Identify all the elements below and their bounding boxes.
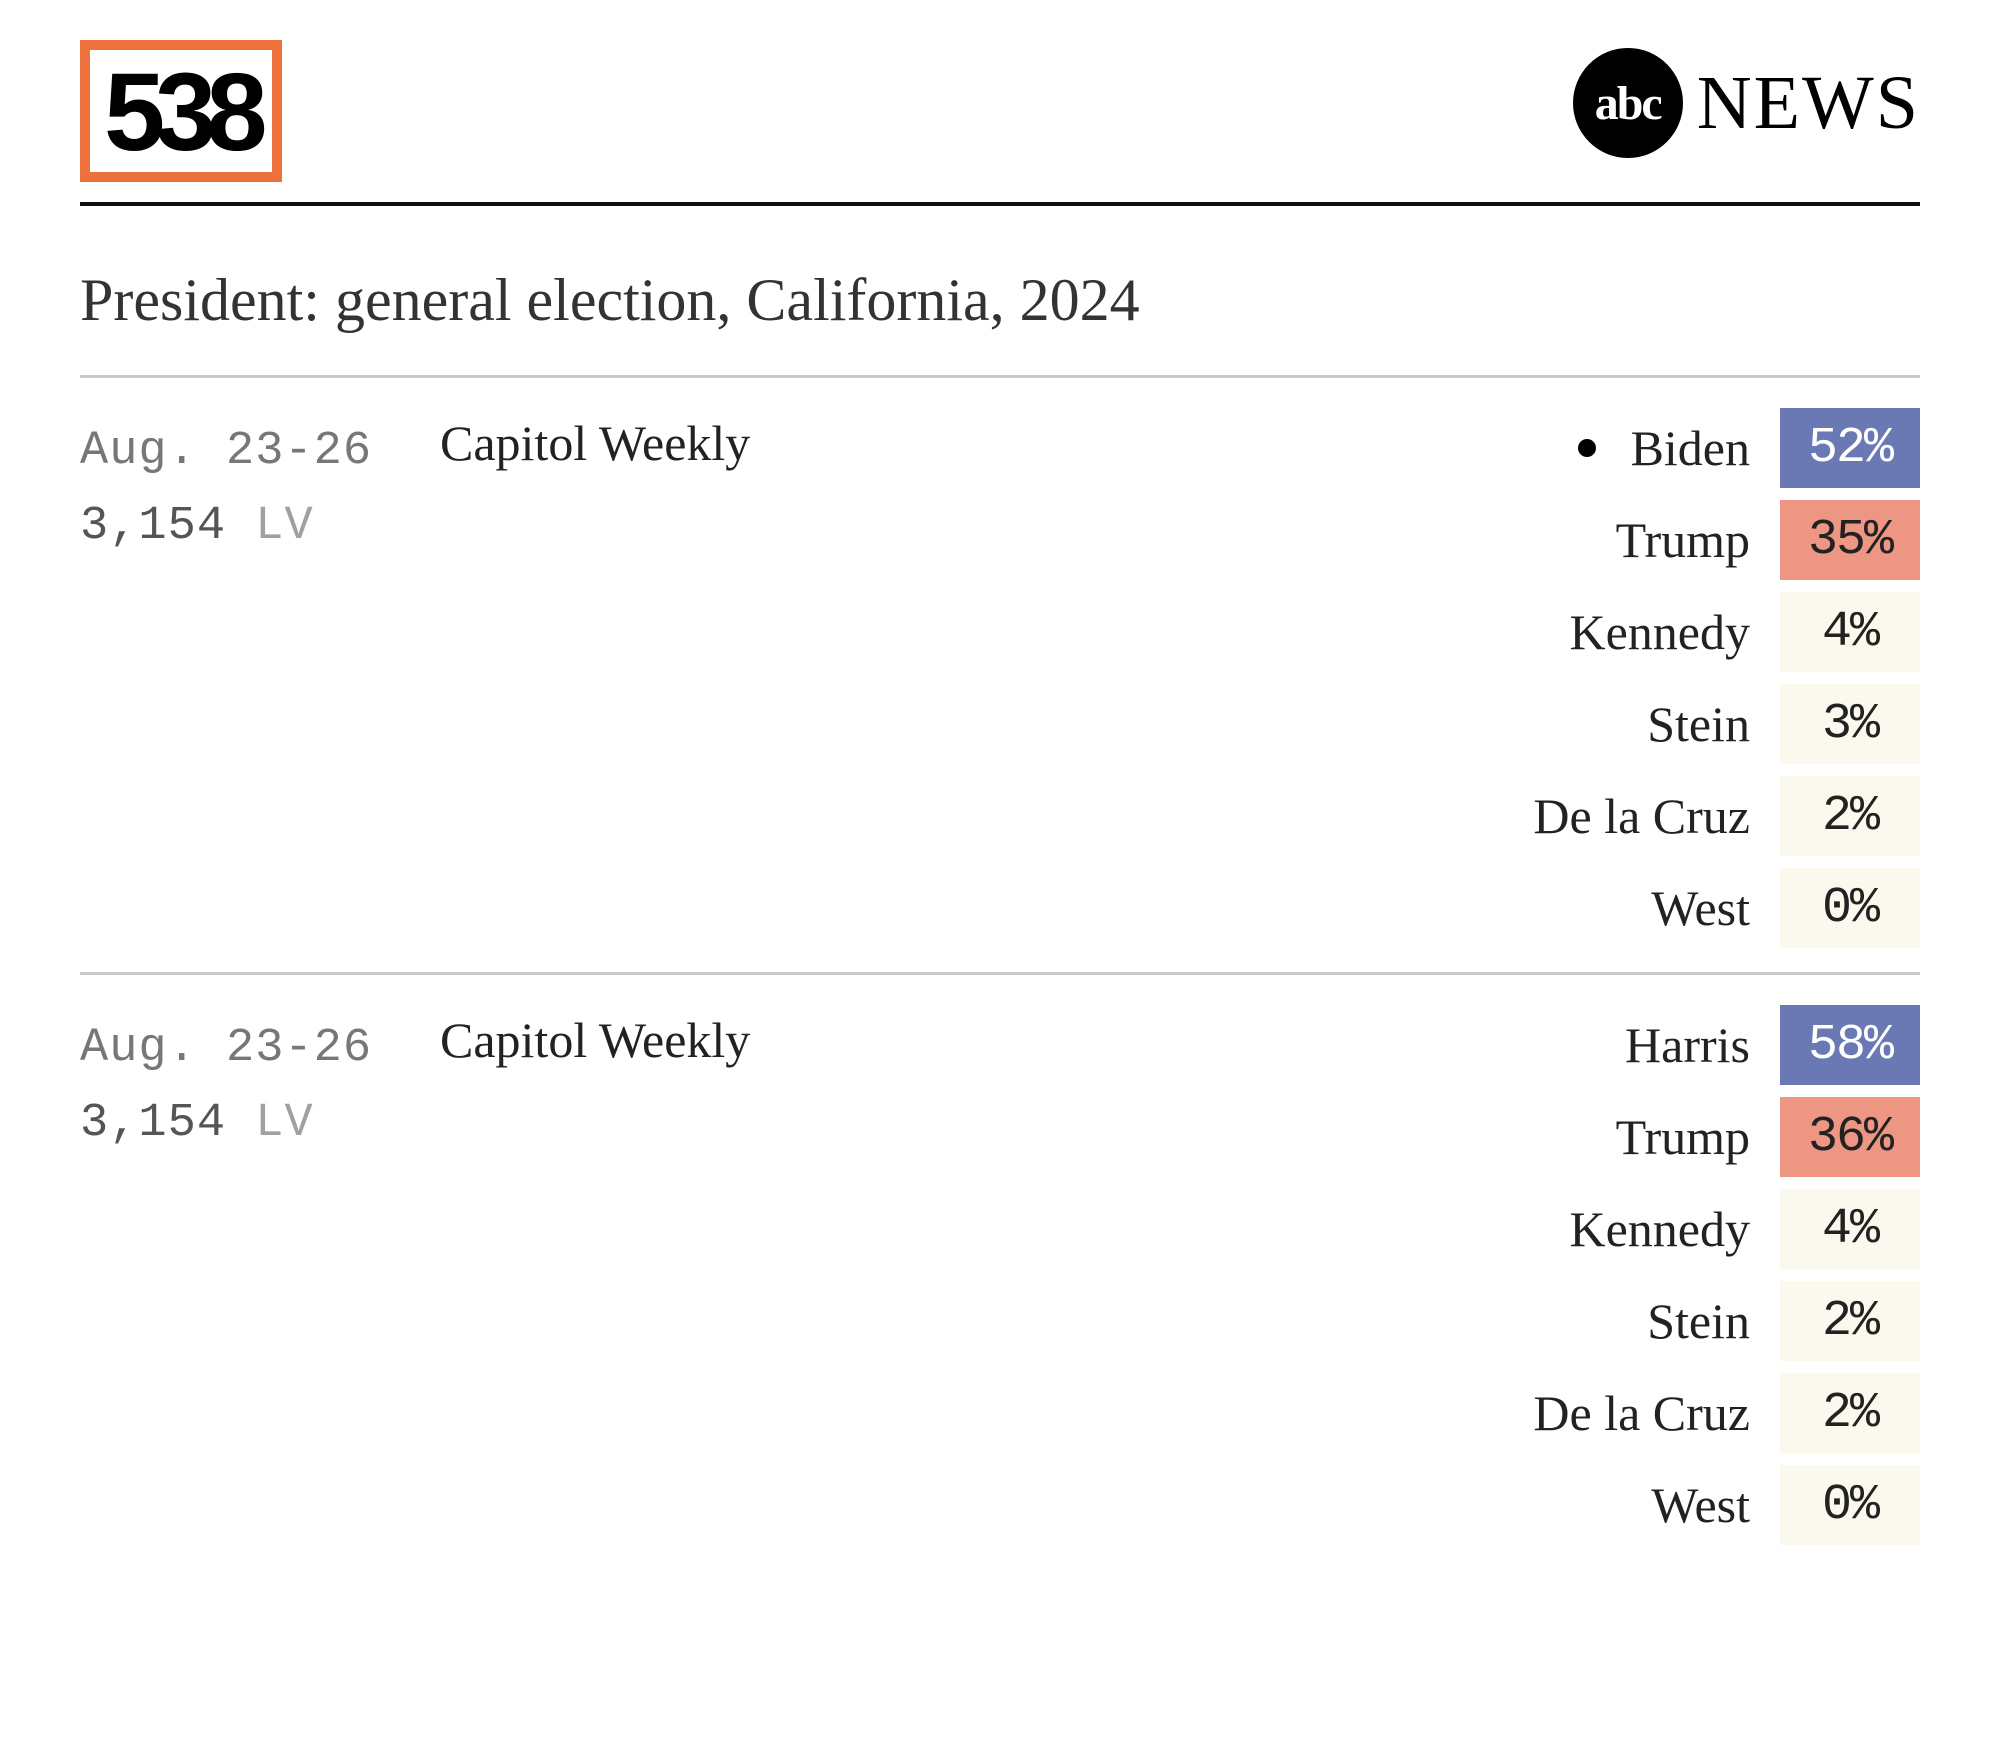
candidate-pct: 35% xyxy=(1780,500,1920,580)
leader-dot-slot xyxy=(1552,500,1592,580)
leader-dot-slot xyxy=(1469,1373,1509,1453)
poll-results: Harris58%Trump36%Kennedy4%Stein2%De la C… xyxy=(1000,1005,1920,1569)
leader-dot-slot xyxy=(1587,1465,1627,1545)
candidate-name: Kennedy xyxy=(1570,592,1757,672)
candidate-name: Harris xyxy=(1625,1005,1756,1085)
candidate-row: Kennedy 4% xyxy=(1000,1189,1920,1269)
candidate-pct: 0% xyxy=(1780,1465,1920,1545)
candidate-name: Kennedy xyxy=(1570,1189,1757,1269)
poll-meta: Aug. 23-263,154 LV xyxy=(80,1005,440,1569)
candidate-pct: 2% xyxy=(1780,1373,1920,1453)
candidate-row: De la Cruz 2% xyxy=(1000,776,1920,856)
poll-row: Aug. 23-263,154 LVCapitol WeeklyHarris58… xyxy=(80,975,1920,1569)
candidate-row: Trump 35% xyxy=(1000,500,1920,580)
candidate-row: Biden 52% xyxy=(1000,408,1920,488)
page-root: 538 abc NEWS President: general election… xyxy=(0,0,2000,1757)
candidate-pct: 58% xyxy=(1780,1005,1920,1085)
candidate-name: De la Cruz xyxy=(1533,776,1756,856)
candidate-name: West xyxy=(1651,868,1756,948)
leader-dot-slot xyxy=(1587,868,1627,948)
poll-sample-type: LV xyxy=(226,500,314,553)
poll-row: Aug. 23-263,154 LVCapitol WeeklyBiden52%… xyxy=(80,378,1920,975)
candidate-row: West 0% xyxy=(1000,868,1920,948)
leader-dot-slot xyxy=(1506,592,1546,672)
abc-circle-icon: abc xyxy=(1573,48,1683,158)
candidate-name: Trump xyxy=(1616,500,1756,580)
leader-dot-slot xyxy=(1583,1281,1623,1361)
candidate-row: Kennedy 4% xyxy=(1000,592,1920,672)
leader-dot-icon xyxy=(1578,439,1596,457)
poll-results: Biden 52% Trump 35% Kennedy 4% Stein 3% De la Cr… xyxy=(1000,408,1920,972)
leader-dot-slot xyxy=(1561,1005,1601,1085)
candidate-pct: 2% xyxy=(1780,1281,1920,1361)
candidate-row: Harris 58% xyxy=(1000,1005,1920,1085)
candidate-name: Stein xyxy=(1647,684,1756,764)
candidate-name: Biden xyxy=(1631,408,1756,488)
leader-dot-slot xyxy=(1469,776,1509,856)
leader-dot-slot xyxy=(1552,1097,1592,1177)
abc-news-logo[interactable]: abc NEWS xyxy=(1573,48,1920,182)
pollster-name[interactable]: Capitol Weekly xyxy=(440,1005,1000,1569)
candidate-name: De la Cruz xyxy=(1533,1373,1756,1453)
candidate-pct: 52% xyxy=(1780,408,1920,488)
poll-meta: Aug. 23-263,154 LV xyxy=(80,408,440,972)
poll-sample-type: LV xyxy=(226,1097,314,1150)
header-bar: 538 abc NEWS xyxy=(80,40,1920,206)
poll-sample-n: 3,154 xyxy=(80,500,226,553)
pollster-name[interactable]: Capitol Weekly xyxy=(440,408,1000,972)
candidate-row: West 0% xyxy=(1000,1465,1920,1545)
candidate-pct: 2% xyxy=(1780,776,1920,856)
poll-sample: 3,154 LV xyxy=(80,1086,440,1161)
poll-sample-n: 3,154 xyxy=(80,1097,226,1150)
candidate-name: West xyxy=(1651,1465,1756,1545)
candidate-name: Stein xyxy=(1647,1281,1756,1361)
abc-news-text: NEWS xyxy=(1697,60,1920,147)
poll-date: Aug. 23-26 xyxy=(80,1011,440,1086)
polls-list: Aug. 23-263,154 LVCapitol WeeklyBiden52%… xyxy=(80,378,1920,1569)
candidate-row: Trump 36% xyxy=(1000,1097,1920,1177)
leader-dot-slot xyxy=(1583,684,1623,764)
candidate-pct: 36% xyxy=(1780,1097,1920,1177)
candidate-row: Stein 3% xyxy=(1000,684,1920,764)
leader-dot-slot xyxy=(1506,1189,1546,1269)
candidate-pct: 0% xyxy=(1780,868,1920,948)
logo-538-text: 538 xyxy=(90,50,272,172)
candidate-row: Stein 2% xyxy=(1000,1281,1920,1361)
poll-date: Aug. 23-26 xyxy=(80,414,440,489)
logo-538[interactable]: 538 xyxy=(80,40,282,182)
candidate-pct: 3% xyxy=(1780,684,1920,764)
candidate-name: Trump xyxy=(1616,1097,1756,1177)
leader-dot-slot xyxy=(1567,408,1607,488)
candidate-row: De la Cruz 2% xyxy=(1000,1373,1920,1453)
candidate-pct: 4% xyxy=(1780,1189,1920,1269)
poll-sample: 3,154 LV xyxy=(80,489,440,564)
candidate-pct: 4% xyxy=(1780,592,1920,672)
page-title: President: general election, California,… xyxy=(80,206,1920,378)
